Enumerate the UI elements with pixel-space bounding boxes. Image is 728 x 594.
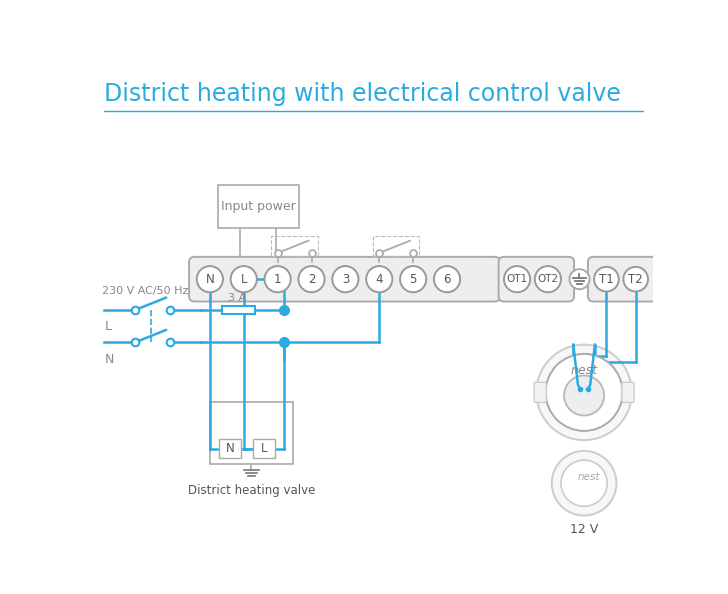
Text: 6: 6 — [443, 273, 451, 286]
Circle shape — [569, 269, 590, 289]
Circle shape — [561, 460, 607, 506]
Text: T2: T2 — [628, 273, 643, 286]
Text: N: N — [104, 353, 114, 366]
Text: OT1: OT1 — [507, 274, 528, 284]
Circle shape — [594, 267, 619, 292]
FancyBboxPatch shape — [622, 383, 634, 402]
Text: District heating valve: District heating valve — [188, 484, 315, 497]
Circle shape — [564, 375, 604, 415]
Text: 3: 3 — [341, 273, 349, 286]
Circle shape — [545, 354, 622, 431]
Circle shape — [537, 345, 632, 440]
Text: 4: 4 — [376, 273, 383, 286]
FancyBboxPatch shape — [218, 185, 299, 228]
Text: T1: T1 — [599, 273, 614, 286]
Text: 5: 5 — [409, 273, 417, 286]
Text: nest: nest — [571, 364, 598, 377]
Text: 12 V: 12 V — [570, 523, 598, 536]
FancyBboxPatch shape — [588, 257, 659, 302]
Text: 3 A: 3 A — [228, 293, 245, 303]
Circle shape — [366, 266, 392, 292]
FancyBboxPatch shape — [210, 402, 293, 464]
Text: OT2: OT2 — [537, 274, 558, 284]
FancyBboxPatch shape — [499, 257, 574, 302]
Text: 1: 1 — [274, 273, 281, 286]
Circle shape — [400, 266, 426, 292]
Text: N: N — [205, 273, 214, 286]
Circle shape — [197, 266, 223, 292]
Circle shape — [434, 266, 460, 292]
Circle shape — [332, 266, 358, 292]
Circle shape — [264, 266, 290, 292]
Circle shape — [623, 267, 648, 292]
Circle shape — [298, 266, 325, 292]
Circle shape — [504, 266, 530, 292]
Text: nest: nest — [577, 472, 600, 482]
Text: L: L — [104, 320, 111, 333]
FancyBboxPatch shape — [219, 440, 241, 458]
Circle shape — [231, 266, 257, 292]
Text: 230 V AC/50 Hz: 230 V AC/50 Hz — [102, 286, 189, 296]
Text: District heating with electrical control valve: District heating with electrical control… — [103, 82, 620, 106]
FancyBboxPatch shape — [189, 257, 500, 302]
Text: L: L — [261, 442, 267, 455]
Circle shape — [552, 451, 617, 516]
Text: L: L — [240, 273, 247, 286]
Circle shape — [535, 266, 561, 292]
FancyBboxPatch shape — [222, 306, 255, 314]
FancyBboxPatch shape — [253, 440, 274, 458]
Text: 2: 2 — [308, 273, 315, 286]
Text: Input power: Input power — [221, 200, 296, 213]
FancyBboxPatch shape — [534, 383, 546, 402]
Text: N: N — [226, 442, 234, 455]
